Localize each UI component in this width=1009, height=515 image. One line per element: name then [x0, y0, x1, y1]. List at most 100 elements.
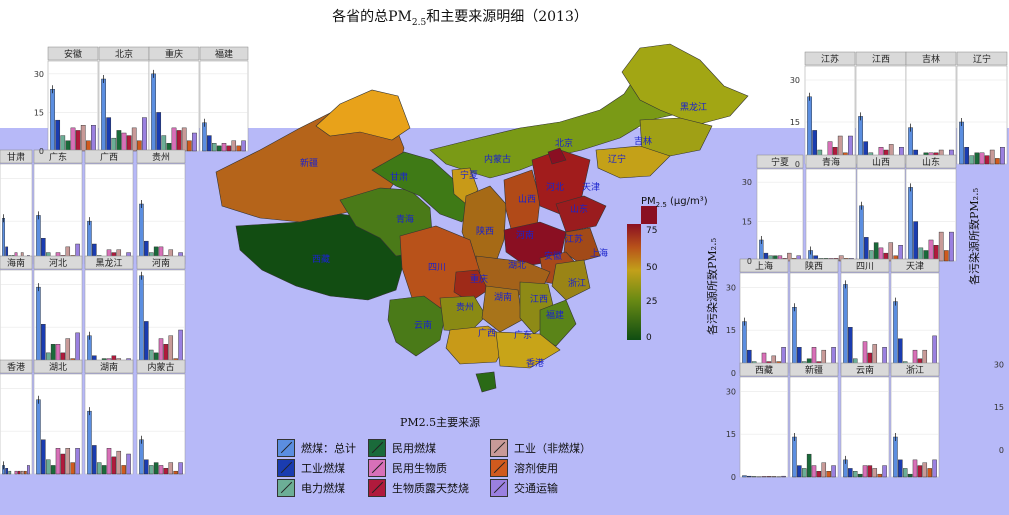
- legend-item: 工业（非燃煤）: [490, 439, 591, 457]
- title-sub: 2.5: [411, 17, 427, 28]
- data-bar: [797, 465, 802, 478]
- map-province-label: 青海: [396, 213, 414, 225]
- facet-panel: 湖北: [33, 359, 83, 475]
- data-bar: [192, 132, 197, 152]
- facet-panel: 河北: [33, 255, 83, 371]
- legend-item: 生物质露天焚烧: [368, 479, 469, 497]
- data-bar: [964, 146, 970, 165]
- legend-label: 溶剂使用: [514, 462, 558, 475]
- data-bar: [801, 468, 807, 478]
- data-bar: [139, 439, 144, 475]
- facet-strip-label: 海南: [7, 257, 25, 269]
- map-province-label: 辽宁: [608, 153, 626, 165]
- data-bar: [168, 462, 174, 475]
- data-bar: [156, 112, 162, 152]
- facet-strip: [756, 154, 804, 169]
- facet-strip-label: 山东: [922, 156, 940, 168]
- title-rest: 和主要来源明细（2013）: [426, 9, 588, 25]
- data-bar: [888, 242, 894, 262]
- data-bar: [36, 399, 41, 475]
- y-tick-label: 15: [994, 403, 1004, 412]
- facet-strip: [0, 255, 33, 270]
- data-bar: [771, 476, 777, 478]
- facet-strip-label: 湖南: [100, 361, 118, 373]
- data-bar: [23, 470, 27, 475]
- data-bar: [831, 465, 836, 478]
- data-bar: [92, 445, 97, 475]
- data-bar: [821, 462, 827, 478]
- map-province-label: 山西: [518, 194, 536, 205]
- facet-strip: [890, 258, 940, 273]
- data-bar: [60, 453, 66, 475]
- y-tick-label: 15: [34, 108, 44, 117]
- data-bar: [116, 450, 122, 475]
- data-bar: [877, 473, 882, 478]
- data-bar: [1000, 146, 1005, 165]
- y-tick-label: 0: [39, 147, 44, 156]
- facet-strip: [789, 258, 839, 273]
- data-bar: [932, 459, 937, 478]
- map-province-label: 山东: [570, 203, 588, 215]
- map-province-label: 内蒙古: [484, 153, 511, 165]
- data-bar: [826, 471, 831, 478]
- data-bar: [943, 250, 949, 262]
- data-bar: [5, 468, 9, 475]
- pm-legend-title: PM2.5 (μg/m³): [641, 196, 708, 209]
- map-province-label: 上海: [590, 247, 608, 259]
- map-province-label: 宁夏: [460, 169, 478, 181]
- data-bar: [979, 152, 985, 165]
- map-province-label: 湖北: [508, 260, 526, 271]
- data-bar: [106, 117, 112, 152]
- data-bar: [893, 301, 898, 374]
- map-province-label: 浙江: [568, 277, 586, 289]
- facet-panel: 宁夏: [756, 154, 804, 262]
- facet-strip-label: 河南: [152, 257, 170, 269]
- data-bar: [984, 155, 990, 165]
- data-bar: [873, 242, 879, 262]
- data-bar: [902, 468, 908, 478]
- y-tick-label: 30: [790, 76, 800, 85]
- map-province-label: 江西: [530, 294, 548, 305]
- data-bar: [236, 145, 241, 152]
- data-bar: [806, 453, 812, 478]
- data-bar: [893, 436, 898, 478]
- map-province-label: 广东: [514, 329, 532, 341]
- province-shape: [563, 227, 601, 263]
- data-bar: [106, 448, 112, 475]
- facet-strip-label: 广西: [100, 151, 118, 163]
- facet-plot-area: [739, 376, 789, 478]
- data-bar: [933, 245, 939, 262]
- data-bar: [101, 78, 106, 152]
- data-bar: [974, 152, 980, 165]
- data-bar: [173, 470, 178, 475]
- facet-strip: [840, 258, 890, 273]
- data-bar: [139, 275, 144, 371]
- facet-panel: 安徽: [47, 46, 99, 152]
- facet-plot-area: [805, 168, 857, 262]
- facet-strip: [739, 362, 789, 377]
- data-bar: [158, 465, 164, 475]
- facet-strip-label: 贵州: [152, 151, 170, 163]
- facet-strip-label: 河北: [49, 257, 67, 269]
- facet-strip-label: 重庆: [165, 48, 183, 60]
- facet-strip-label: 陕西: [805, 260, 823, 272]
- data-bar: [969, 155, 975, 165]
- y-tick-label: 15: [742, 218, 752, 227]
- facet-strip-label: 上海: [755, 260, 773, 272]
- facet-strip: [956, 51, 1008, 66]
- facet-panel: 西藏: [739, 362, 789, 478]
- legend-swatch: [368, 459, 386, 477]
- map-province-label: 江苏: [565, 233, 583, 245]
- data-bar: [126, 453, 131, 475]
- y-tick-label: 0: [731, 369, 736, 378]
- province-shape: [235, 213, 405, 301]
- facet-plot-area: [0, 269, 33, 371]
- facet-panel: 江西: [855, 51, 907, 165]
- map-province-label: 西藏: [312, 253, 330, 265]
- facet-plot-area: [905, 65, 957, 165]
- data-bar: [17, 470, 21, 475]
- facet-panel: 香港: [0, 359, 33, 475]
- pm-tick-75: 75: [646, 226, 658, 236]
- data-bar: [766, 476, 772, 478]
- facet-panel: 青海: [805, 154, 857, 262]
